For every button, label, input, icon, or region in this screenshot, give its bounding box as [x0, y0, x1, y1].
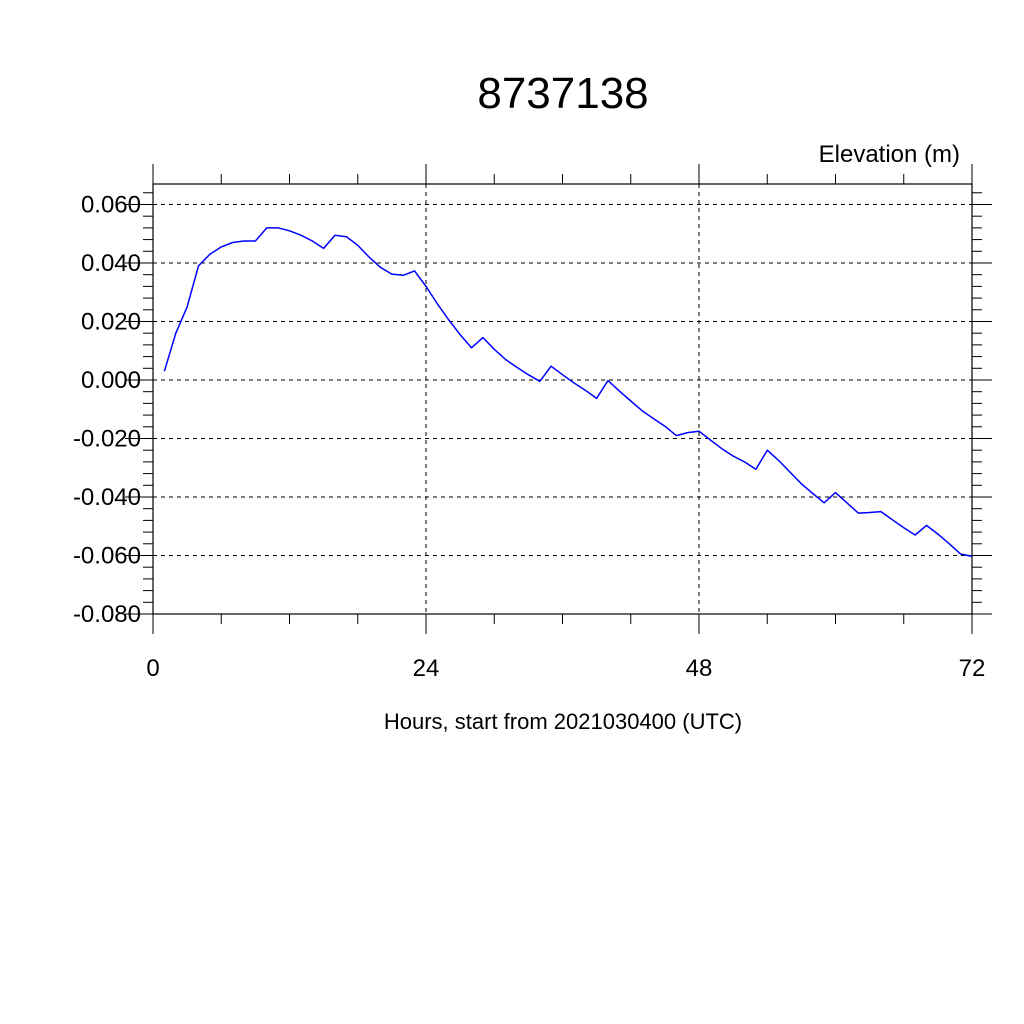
x-tick-labels: 0 24 48 72	[146, 655, 985, 682]
x-tick-label: 0	[146, 655, 159, 682]
minor-ticks	[143, 174, 982, 624]
major-ticks	[125, 164, 992, 634]
y-tick-labels: 0.060 0.040 0.020 0.000 -0.020 -0.040 -0.060 -0…	[73, 191, 141, 628]
grid-lines	[153, 184, 992, 615]
series-group	[163, 227, 973, 558]
y-tick-label: -0.080	[73, 601, 141, 628]
x-tick-label: 24	[413, 655, 440, 682]
y-tick-label: -0.040	[73, 484, 141, 511]
y-tick-label: -0.060	[73, 542, 141, 569]
x-tick-label: 72	[959, 655, 986, 682]
chart-title: 8737138	[477, 69, 648, 118]
y-tick-label: 0.000	[81, 367, 141, 394]
y-axis-label: Elevation (m)	[819, 141, 960, 168]
series-line	[163, 227, 973, 558]
x-axis-label: Hours, start from 2021030400 (UTC)	[384, 709, 742, 734]
y-tick-label: 0.060	[81, 191, 141, 218]
plot-frame	[152, 183, 973, 615]
x-tick-label: 48	[686, 655, 713, 682]
y-tick-label: 0.040	[81, 250, 141, 277]
y-tick-label: 0.020	[81, 308, 141, 335]
y-tick-label: -0.020	[73, 425, 141, 452]
